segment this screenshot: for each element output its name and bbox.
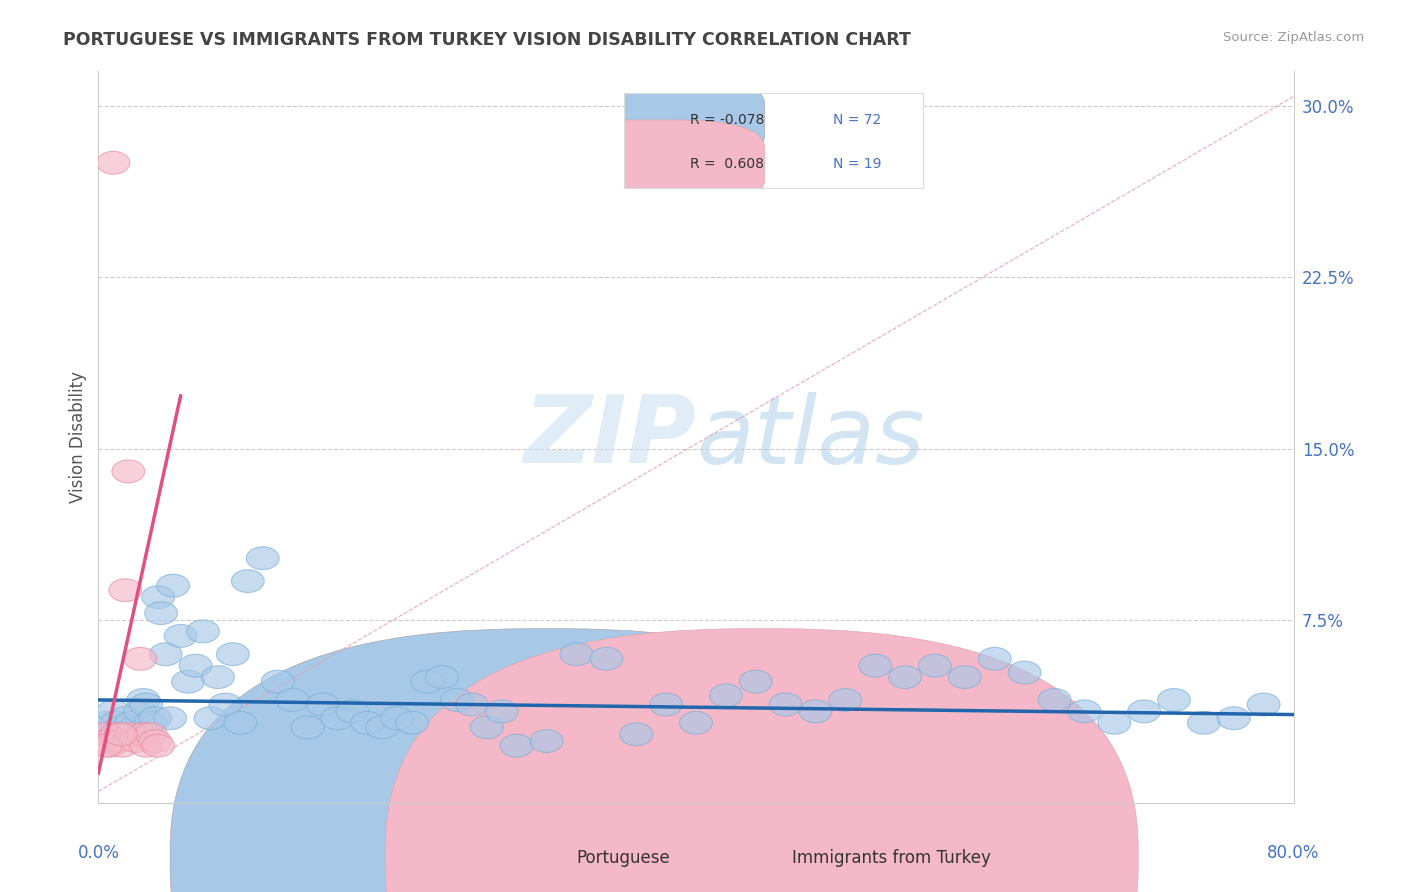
Text: 80.0%: 80.0% <box>1267 844 1320 862</box>
Y-axis label: Vision Disability: Vision Disability <box>69 371 87 503</box>
Text: Portuguese: Portuguese <box>576 848 671 867</box>
FancyBboxPatch shape <box>170 629 922 892</box>
Text: atlas: atlas <box>696 392 924 483</box>
Text: Immigrants from Turkey: Immigrants from Turkey <box>792 848 990 867</box>
FancyBboxPatch shape <box>385 629 1139 892</box>
Text: 0.0%: 0.0% <box>77 844 120 862</box>
Text: Source: ZipAtlas.com: Source: ZipAtlas.com <box>1223 31 1364 45</box>
Text: PORTUGUESE VS IMMIGRANTS FROM TURKEY VISION DISABILITY CORRELATION CHART: PORTUGUESE VS IMMIGRANTS FROM TURKEY VIS… <box>63 31 911 49</box>
Text: ZIP: ZIP <box>523 391 696 483</box>
